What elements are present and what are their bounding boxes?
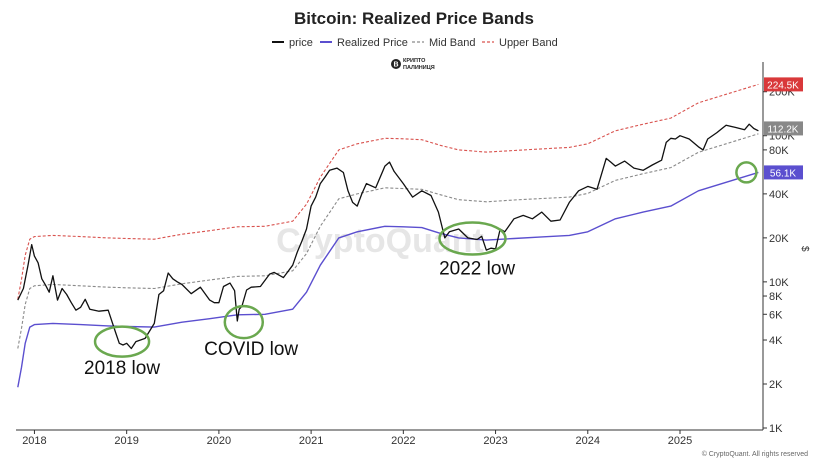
bitcoin-symbol-icon: B	[393, 62, 398, 69]
legend-label-upper-band: Upper Band	[499, 37, 558, 49]
y-tick-label: 20K	[769, 233, 789, 245]
series-realized-price	[17, 171, 759, 388]
realized-end-highlight-circle	[735, 161, 758, 184]
last-value-badge-label: 112.2K	[768, 124, 799, 135]
x-tick-label: 2021	[299, 435, 323, 447]
y-tick-label: 6K	[769, 309, 783, 321]
bitcoin-logo-icon	[391, 59, 401, 69]
last-value-badge	[764, 121, 803, 136]
last-value-badges: 224.5K 112.2K 56.1K	[764, 77, 803, 180]
legend-label-price: price	[289, 37, 313, 49]
legend: price Realized Price Mid Band Upper Band	[272, 37, 558, 49]
y-tick-label: 1K	[769, 423, 783, 435]
x-axis: 2018 2019 2020 2021 2022 2023 2024 2025	[16, 429, 763, 447]
y-axis-label: $	[799, 246, 810, 252]
x-tick-label: 2024	[576, 435, 600, 447]
annotations: 2018 low COVID low 2022 low	[84, 161, 758, 379]
chart-title: Bitcoin: Realized Price Bands	[294, 9, 534, 28]
x-tick-label: 2025	[668, 435, 692, 447]
series-upper-band	[17, 83, 759, 300]
last-value-badge	[764, 77, 803, 92]
annotation-label: 2022 low	[439, 259, 515, 280]
logo-line-1: КРИПТО	[403, 58, 426, 64]
x-tick-label: 2022	[391, 435, 415, 447]
annotation-label: 2018 low	[84, 358, 160, 379]
legend-label-mid-band: Mid Band	[429, 37, 475, 49]
x-tick-label: 2018	[22, 435, 46, 447]
x-tick-label: 2019	[114, 435, 138, 447]
y-tick-label: 8K	[769, 291, 783, 303]
y-tick-label: 40K	[769, 189, 789, 201]
y-tick-label: 4K	[769, 335, 783, 347]
plot-area	[17, 83, 759, 388]
legend-item-price[interactable]: price	[272, 37, 313, 49]
x-tick-label: 2023	[483, 435, 507, 447]
low-highlight-circle	[438, 221, 507, 256]
low-highlight-circle	[93, 325, 151, 358]
logo-line-2: ПАЛИНИЦЯ	[403, 65, 435, 71]
legend-item-realized-price[interactable]: Realized Price	[320, 37, 408, 49]
legend-item-mid-band[interactable]: Mid Band	[412, 37, 475, 49]
credit-text: © CryptoQuant. All rights reserved	[702, 450, 808, 458]
last-value-badge	[764, 165, 803, 180]
series-mid-band	[17, 133, 759, 349]
last-value-badge-label: 224.5K	[767, 80, 799, 91]
x-tick-label: 2020	[207, 435, 231, 447]
y-tick-label: 2K	[769, 379, 783, 391]
y-tick-label: 10K	[769, 277, 789, 289]
legend-item-upper-band[interactable]: Upper Band	[482, 37, 558, 49]
source-logo: B КРИПТО ПАЛИНИЦЯ	[391, 58, 435, 71]
series-price	[17, 123, 759, 350]
annotation-label: COVID low	[204, 339, 298, 360]
low-highlight-circle	[223, 304, 265, 340]
legend-label-realized-price: Realized Price	[337, 37, 408, 49]
y-tick-label: 80K	[769, 145, 789, 157]
last-value-badge-label: 56.1K	[770, 168, 796, 179]
